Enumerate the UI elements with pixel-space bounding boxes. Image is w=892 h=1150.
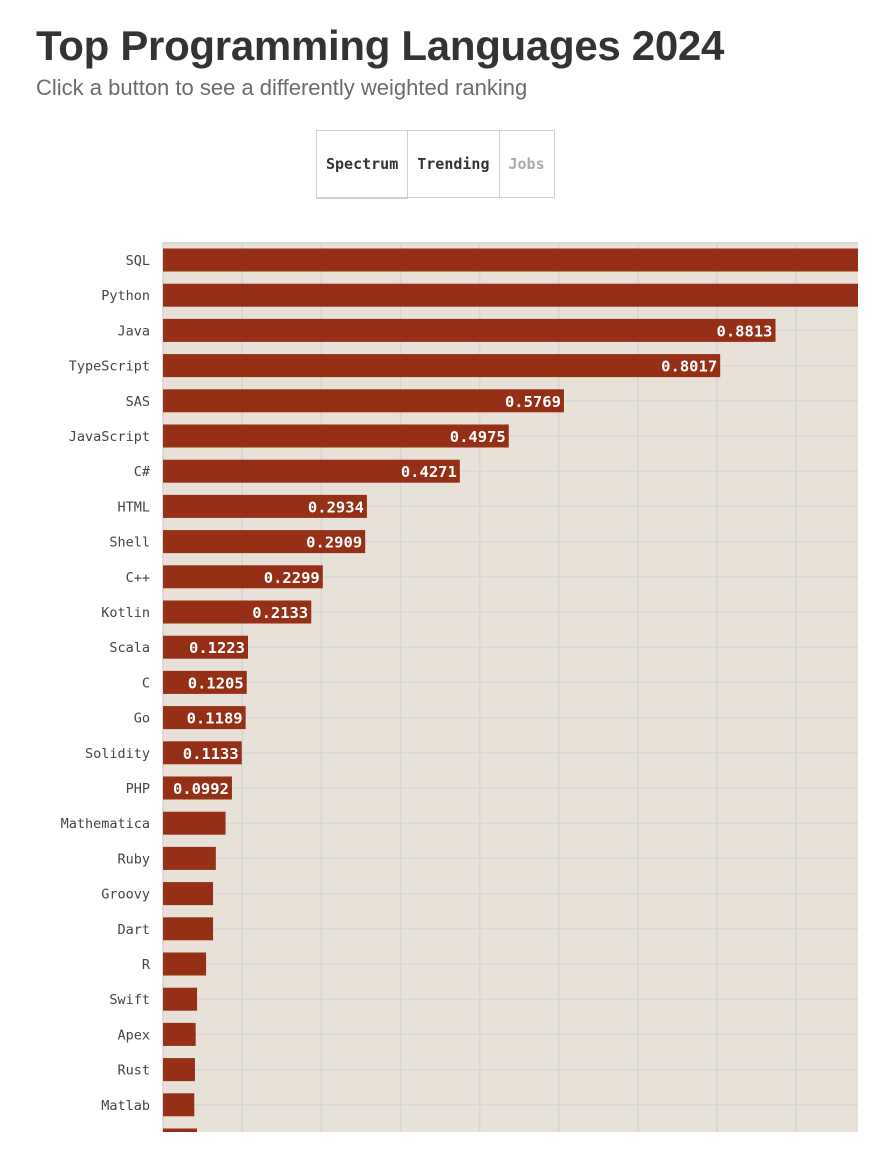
bar bbox=[163, 424, 509, 448]
value-label: 0.2133 bbox=[252, 604, 308, 622]
bar bbox=[163, 389, 564, 413]
category-label: Groovy bbox=[101, 887, 150, 903]
bar bbox=[163, 706, 246, 730]
category-label: Ruby bbox=[117, 851, 150, 867]
page-title: Top Programming Languages 2024 bbox=[36, 22, 725, 69]
value-label: 0.2909 bbox=[306, 534, 362, 552]
bar bbox=[163, 600, 312, 624]
bar bbox=[163, 741, 242, 765]
bar-partial bbox=[163, 1128, 197, 1132]
category-label: C# bbox=[134, 464, 151, 480]
bar bbox=[163, 354, 721, 378]
category-label: JavaScript bbox=[69, 429, 150, 445]
category-label: Go bbox=[134, 711, 150, 727]
category-label: C bbox=[142, 675, 150, 691]
bar bbox=[163, 635, 248, 659]
category-label: HTML bbox=[117, 499, 150, 515]
category-label: Python bbox=[101, 288, 150, 304]
page-subtitle: Click a button to see a differently weig… bbox=[36, 75, 528, 100]
bar bbox=[163, 670, 247, 694]
category-label: Solidity bbox=[85, 746, 150, 762]
tab-spectrum[interactable]: Spectrum bbox=[316, 130, 409, 198]
value-label: 0.1133 bbox=[183, 745, 239, 763]
value-label: 0.4271 bbox=[401, 463, 457, 481]
bar bbox=[163, 565, 323, 589]
value-label: 0.8017 bbox=[661, 358, 717, 376]
value-label: 0.0992 bbox=[173, 780, 229, 798]
category-label: R bbox=[142, 957, 151, 973]
category-label: Swift bbox=[109, 992, 150, 1008]
category-label: C++ bbox=[126, 570, 150, 586]
bar bbox=[163, 846, 216, 870]
category-label: PHP bbox=[126, 781, 150, 797]
category-label: Rust bbox=[117, 1063, 150, 1079]
bar bbox=[163, 494, 367, 518]
bar bbox=[163, 248, 858, 272]
value-label: 0.2934 bbox=[308, 498, 364, 516]
bar bbox=[163, 283, 858, 307]
bar bbox=[163, 917, 214, 941]
bar bbox=[163, 530, 366, 554]
value-label: 0.5769 bbox=[505, 393, 561, 411]
bar bbox=[163, 318, 776, 342]
ranking-tabs: Spectrum Trending Jobs bbox=[316, 130, 555, 198]
value-label: 0.1205 bbox=[188, 674, 244, 692]
bar bbox=[163, 952, 207, 976]
value-label: 0.8813 bbox=[717, 322, 773, 340]
category-label: TypeScript bbox=[69, 359, 150, 375]
bar bbox=[163, 811, 226, 835]
bar bbox=[163, 987, 198, 1011]
bar bbox=[163, 1093, 195, 1117]
category-label: Shell bbox=[109, 535, 150, 551]
bar bbox=[163, 1022, 196, 1046]
category-label: Dart bbox=[117, 922, 150, 938]
value-label: 0.2299 bbox=[264, 569, 320, 587]
category-label: Mathematica bbox=[61, 816, 150, 832]
value-label: 0.4975 bbox=[450, 428, 506, 446]
bar bbox=[163, 882, 214, 906]
bar bbox=[163, 1058, 195, 1082]
category-label: Matlab bbox=[101, 1098, 150, 1114]
bar bbox=[163, 459, 460, 483]
category-label: SQL bbox=[126, 253, 150, 269]
value-label: 0.1189 bbox=[187, 710, 243, 728]
tab-jobs[interactable]: Jobs bbox=[498, 130, 555, 198]
category-label: SAS bbox=[126, 394, 150, 410]
category-label: Scala bbox=[109, 640, 150, 656]
category-label: Apex bbox=[117, 1027, 150, 1043]
category-label: Java bbox=[117, 323, 150, 339]
category-label: Kotlin bbox=[101, 605, 150, 621]
bar bbox=[163, 776, 232, 800]
tab-trending[interactable]: Trending bbox=[407, 130, 500, 198]
value-label: 0.1223 bbox=[189, 639, 245, 657]
